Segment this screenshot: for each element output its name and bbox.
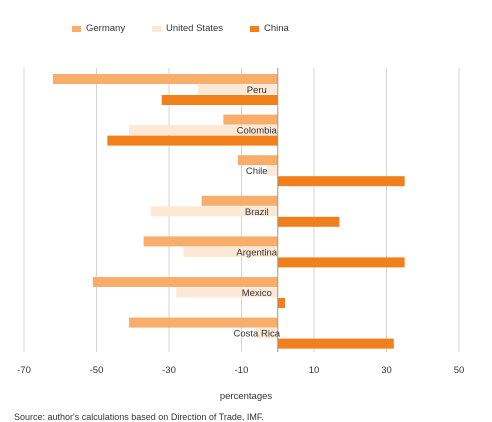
legend-item-china: China [250, 23, 289, 34]
bar-germany-peru [53, 74, 278, 84]
legend-item-united-states: United States [152, 23, 223, 34]
bar-united-states-mexico [176, 287, 278, 298]
bar-united-states-costa-rica [256, 328, 278, 339]
category-label-costa-rica: Costa Rica [234, 329, 281, 340]
category-label-argentina: Argentina [236, 247, 277, 258]
x-tick-label-30: 30 [381, 365, 392, 376]
bar-china-colombia [107, 135, 278, 146]
bar-united-states-brazil [150, 206, 278, 217]
legend-swatch-united-states [152, 25, 161, 32]
legend-label-germany: Germany [86, 23, 126, 34]
bars [53, 74, 405, 349]
x-tick-label--10: -10 [235, 365, 249, 376]
bar-china-chile [277, 176, 405, 187]
x-tick-label-10: 10 [309, 365, 320, 376]
legend-item-germany: Germany [72, 23, 125, 34]
bar-united-states-peru [198, 84, 278, 95]
bar-germany-chile [237, 155, 278, 166]
legend-label-united-states: United States [166, 23, 224, 34]
x-tick-labels: -70 -50 -30 -10 10 30 50 [17, 365, 464, 376]
bar-germany-brazil [201, 195, 278, 206]
category-label-peru: Peru [247, 85, 267, 96]
bar-germany-costa-rica [129, 317, 278, 328]
bar-china-costa-rica [277, 338, 394, 349]
x-tick-label--30: -30 [162, 365, 176, 376]
x-tick-label-50: 50 [454, 365, 465, 376]
bar-china-mexico [277, 298, 285, 308]
bar-germany-colombia [223, 114, 278, 125]
category-label-brazil: Brazil [245, 207, 269, 218]
bar-united-states-colombia [129, 125, 278, 136]
category-label-chile: Chile [246, 166, 268, 177]
category-labels: Peru Colombia Chile Brazil Argentina Mexico Co… [234, 85, 281, 340]
x-tick-label--70: -70 [17, 365, 31, 376]
x-axis-title: percentages [219, 391, 273, 402]
legend: Germany United States China [0, 23, 492, 37]
x-tick-label--50: -50 [90, 365, 104, 376]
bar-germany-mexico [92, 277, 278, 287]
source-note: Source: author's calculations based on D… [14, 412, 264, 422]
bar-united-states-chile [266, 165, 278, 176]
category-label-mexico: Mexico [242, 288, 272, 299]
bar-china-brazil [277, 216, 340, 227]
bar-united-states-argentina [183, 246, 278, 257]
bar-germany-argentina [143, 236, 278, 247]
bar-china-argentina [277, 257, 405, 268]
legend-label-china: China [264, 23, 289, 34]
legend-swatch-germany [72, 25, 81, 32]
legend-swatch-china [250, 25, 259, 32]
bar-china-peru [161, 95, 278, 105]
category-label-colombia: Colombia [237, 126, 278, 137]
